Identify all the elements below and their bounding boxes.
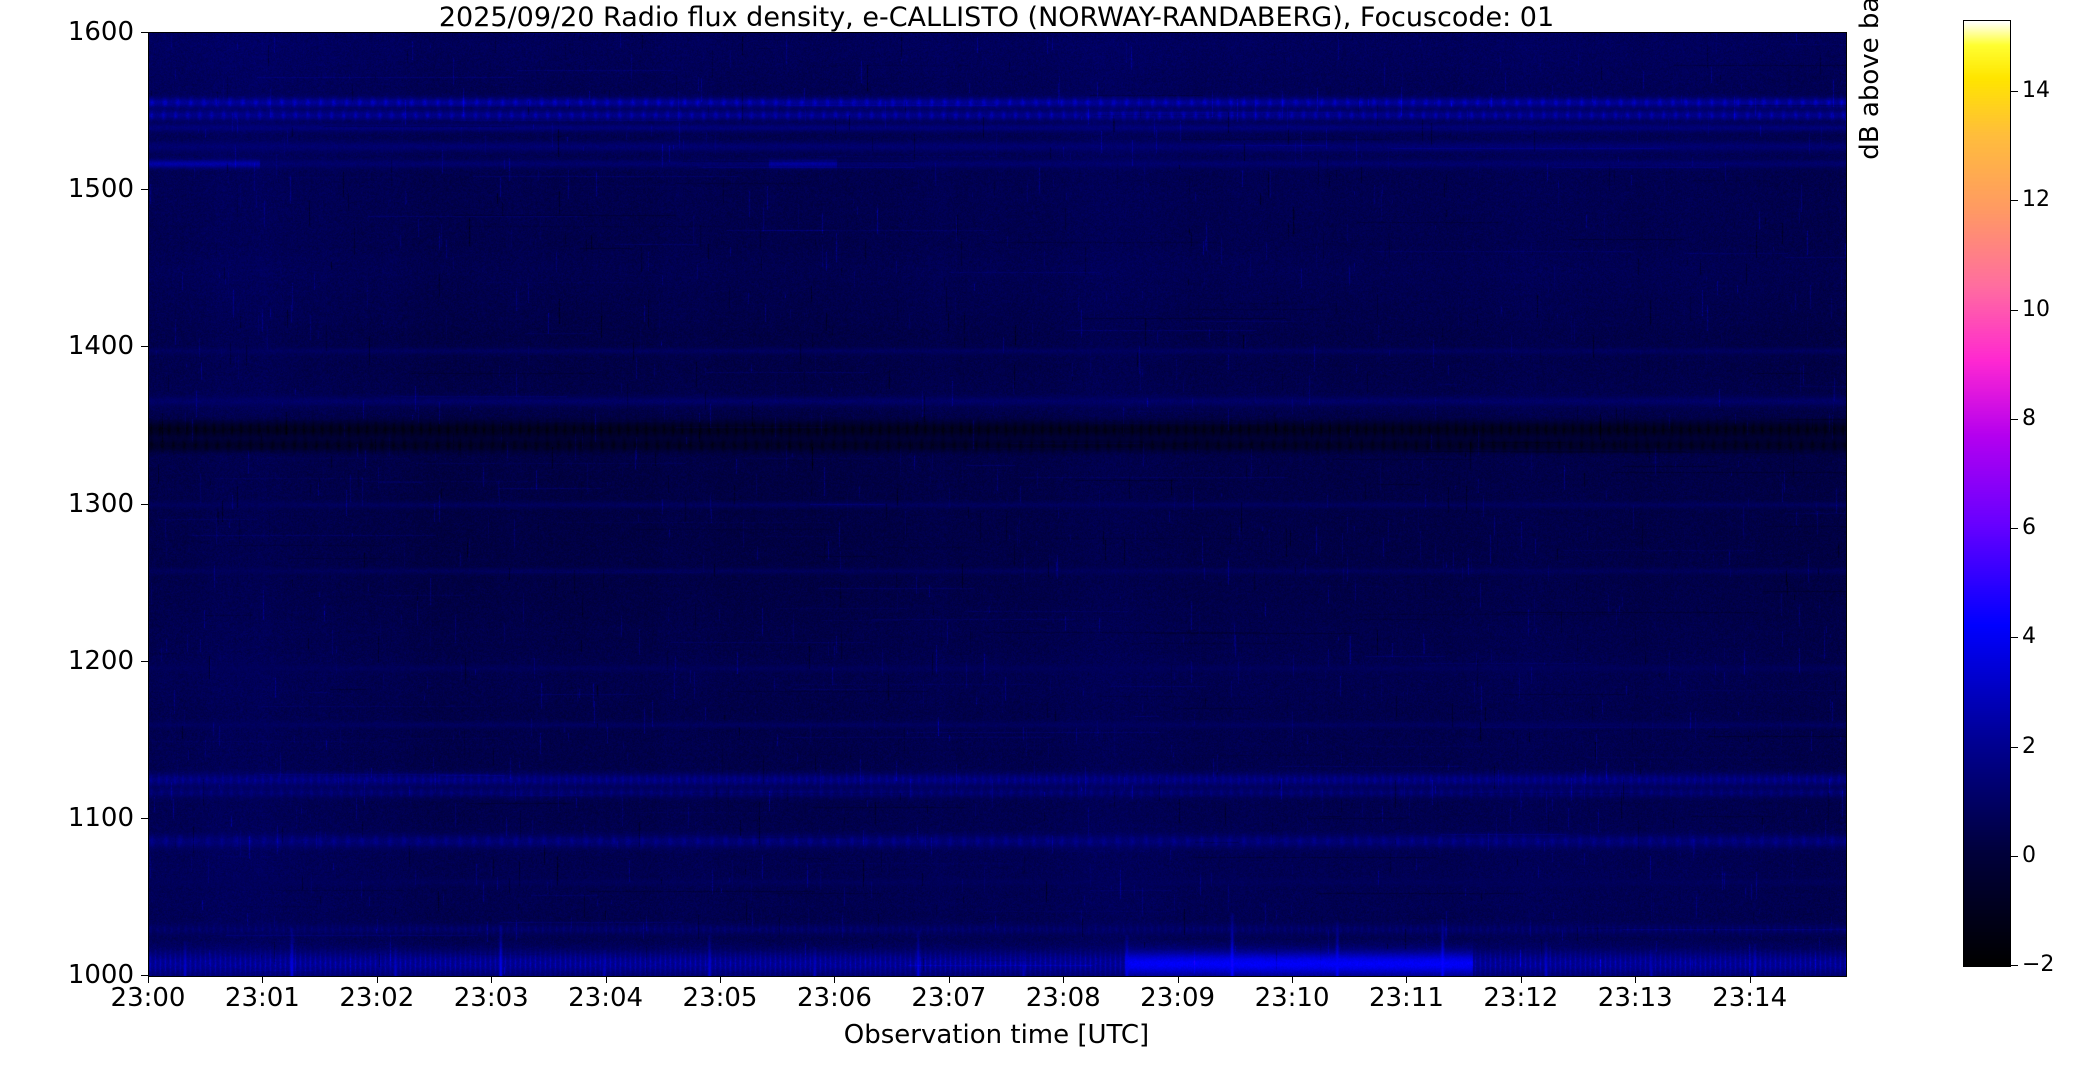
x-tick-mark [1750, 976, 1751, 983]
colorbar-tick-mark [2010, 200, 2018, 201]
y-tick-label: 1200 [67, 645, 134, 676]
colorbar [1963, 20, 2011, 967]
colorbar-tick-label: −2 [2022, 952, 2055, 977]
y-tick-mark [141, 346, 148, 347]
x-tick-label: 23:06 [796, 983, 872, 1013]
colorbar-label: dB above background [1855, 0, 1885, 160]
x-tick-mark [720, 976, 721, 983]
x-tick-label: 23:14 [1712, 983, 1788, 1013]
x-tick-mark [262, 976, 263, 983]
y-tick-label: 1500 [67, 174, 134, 205]
x-tick-label: 23:03 [453, 983, 529, 1013]
colorbar-tick-mark [2010, 637, 2018, 638]
colorbar-tick-label: 14 [2022, 78, 2050, 103]
colorbar-tick-label: 0 [2022, 842, 2036, 868]
x-tick-label: 23:08 [1025, 983, 1101, 1013]
x-tick-mark [949, 976, 950, 983]
colorbar-tick-label: 2 [2022, 733, 2036, 759]
x-tick-label: 23:09 [1140, 983, 1216, 1013]
y-tick-mark [141, 32, 148, 33]
x-tick-mark [834, 976, 835, 983]
x-tick-mark [1635, 976, 1636, 983]
x-tick-label: 23:04 [568, 983, 644, 1013]
colorbar-tick-mark [2010, 419, 2018, 420]
colorbar-tick-label: 6 [2022, 515, 2036, 540]
y-tick-label: 1100 [67, 802, 134, 833]
colorbar-tick-mark [2010, 856, 2018, 857]
x-tick-label: 23:05 [682, 983, 758, 1013]
x-tick-label: 23:12 [1483, 983, 1559, 1013]
colorbar-tick-label: 8 [2022, 405, 2036, 431]
colorbar-gradient [1964, 21, 2010, 966]
x-tick-mark [491, 976, 492, 983]
x-axis-label: Observation time [UTC] [843, 1020, 1150, 1050]
x-tick-mark [1406, 976, 1407, 983]
x-tick-mark [1063, 976, 1064, 983]
x-tick-label: 23:10 [1254, 983, 1330, 1013]
colorbar-tick-mark [2010, 528, 2018, 529]
y-tick-mark [141, 189, 148, 190]
x-tick-label: 23:01 [224, 983, 300, 1013]
x-tick-mark [377, 976, 378, 983]
y-tick-mark [141, 661, 148, 662]
colorbar-tick-mark [2010, 965, 2018, 966]
x-tick-mark [1292, 976, 1293, 983]
figure-title: 2025/09/20 Radio flux density, e-CALLIST… [438, 1, 1555, 33]
colorbar-tick-label: 12 [2022, 187, 2050, 213]
colorbar-tick-mark [2010, 91, 2018, 92]
x-tick-mark [1178, 976, 1179, 983]
x-tick-label: 23:02 [339, 983, 415, 1013]
x-tick-mark [606, 976, 607, 983]
y-tick-label: 1400 [67, 331, 134, 362]
y-tick-label: 1000 [67, 960, 134, 990]
x-tick-label: 23:13 [1597, 983, 1673, 1013]
x-tick-label: 23:00 [110, 983, 186, 1013]
y-tick-mark [141, 975, 148, 976]
x-tick-mark [1521, 976, 1522, 983]
x-tick-label: 23:11 [1368, 983, 1444, 1013]
colorbar-tick-mark [2010, 310, 2018, 311]
x-tick-label: 23:07 [911, 983, 987, 1013]
spectrogram-plot-area [148, 32, 1847, 977]
colorbar-tick-mark [2010, 747, 2018, 748]
colorbar-tick-label: 10 [2022, 296, 2050, 322]
colorbar-tick-label: 4 [2022, 624, 2036, 650]
x-tick-mark [148, 976, 149, 983]
y-tick-label: 1600 [67, 17, 134, 47]
spectrogram-image [149, 33, 1846, 976]
y-tick-mark [141, 818, 148, 819]
y-tick-mark [141, 504, 148, 505]
y-tick-label: 1300 [67, 488, 134, 519]
